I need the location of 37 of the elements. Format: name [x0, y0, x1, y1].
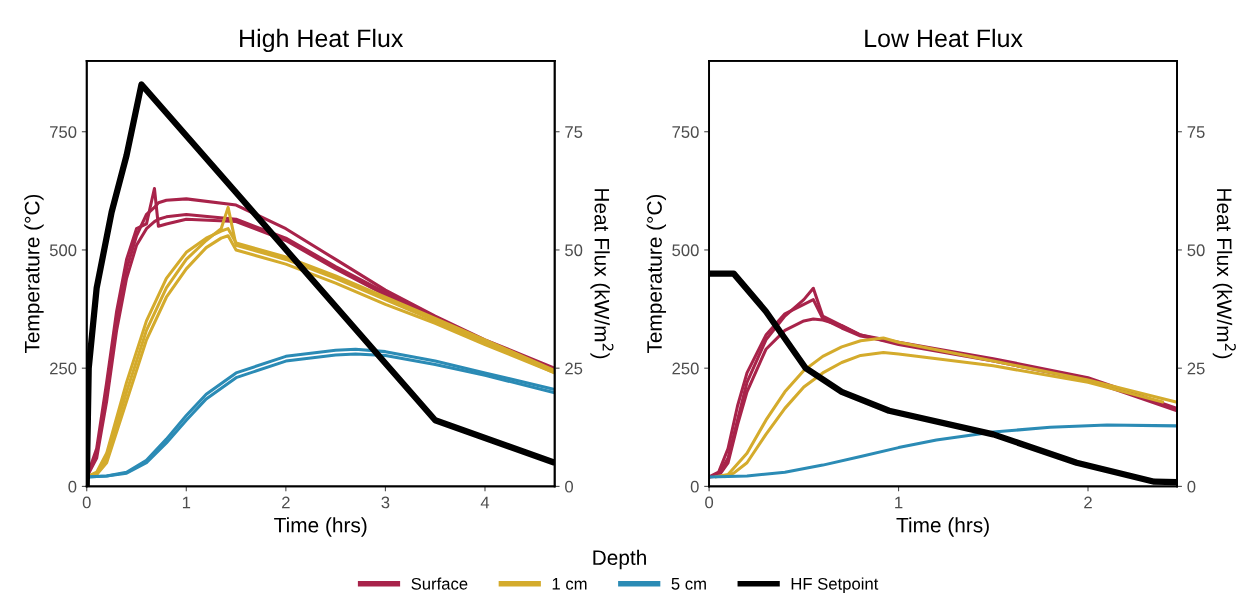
y-axis-title: Temperature (°C) [24, 194, 44, 354]
x-tick-label: 2 [1084, 496, 1092, 509]
x-axis-title: Time (hrs) [274, 517, 367, 537]
y-tick-label: 750 [672, 126, 699, 138]
y2-tick-label: 75 [565, 126, 583, 138]
legend-label: 5 cm [671, 578, 706, 590]
chart-title: Low Heat Flux [865, 28, 1023, 48]
y2-tick-label: 0 [565, 480, 574, 493]
legend-label: HF Setpoint [791, 577, 879, 593]
x-tick-label: 3 [381, 496, 390, 509]
chart-title: High Heat Flux [240, 28, 404, 53]
legend-label: Surface [411, 577, 468, 590]
x-tick-label: 1 [895, 496, 903, 509]
x-tick-label: 0 [82, 496, 91, 509]
y-tick-label: 0 [690, 480, 699, 493]
x-tick-label: 0 [705, 496, 714, 509]
y-tick-label: 500 [49, 244, 77, 257]
legend-title: Depth [593, 549, 646, 570]
y2-tick-label: 75 [1187, 126, 1205, 138]
y-tick-label: 500 [672, 244, 699, 257]
y2-tick-label: 50 [565, 244, 583, 257]
y2-tick-label: 0 [1187, 480, 1196, 493]
x-tick-label: 1 [182, 496, 191, 509]
y2-axis-title: Heat Flux (kW/m$^{2}$) [1212, 189, 1236, 359]
x-tick-label: 4 [480, 496, 490, 509]
x-axis-title: Time (hrs) [896, 517, 989, 537]
y2-axis-title: Heat Flux (kW/m$^{2}$) [590, 189, 614, 359]
y-axis-title: Temperature (°C) [646, 194, 667, 354]
y2-tick-label: 50 [1187, 244, 1205, 257]
y2-tick-label: 25 [565, 362, 583, 375]
y-tick-label: 0 [68, 480, 77, 493]
y-tick-label: 250 [672, 362, 699, 375]
legend-label: 1 cm [552, 578, 587, 590]
y2-tick-label: 25 [1187, 362, 1205, 375]
y-tick-label: 250 [50, 362, 77, 375]
y-tick-label: 750 [50, 126, 77, 138]
x-tick-label: 2 [282, 496, 290, 509]
